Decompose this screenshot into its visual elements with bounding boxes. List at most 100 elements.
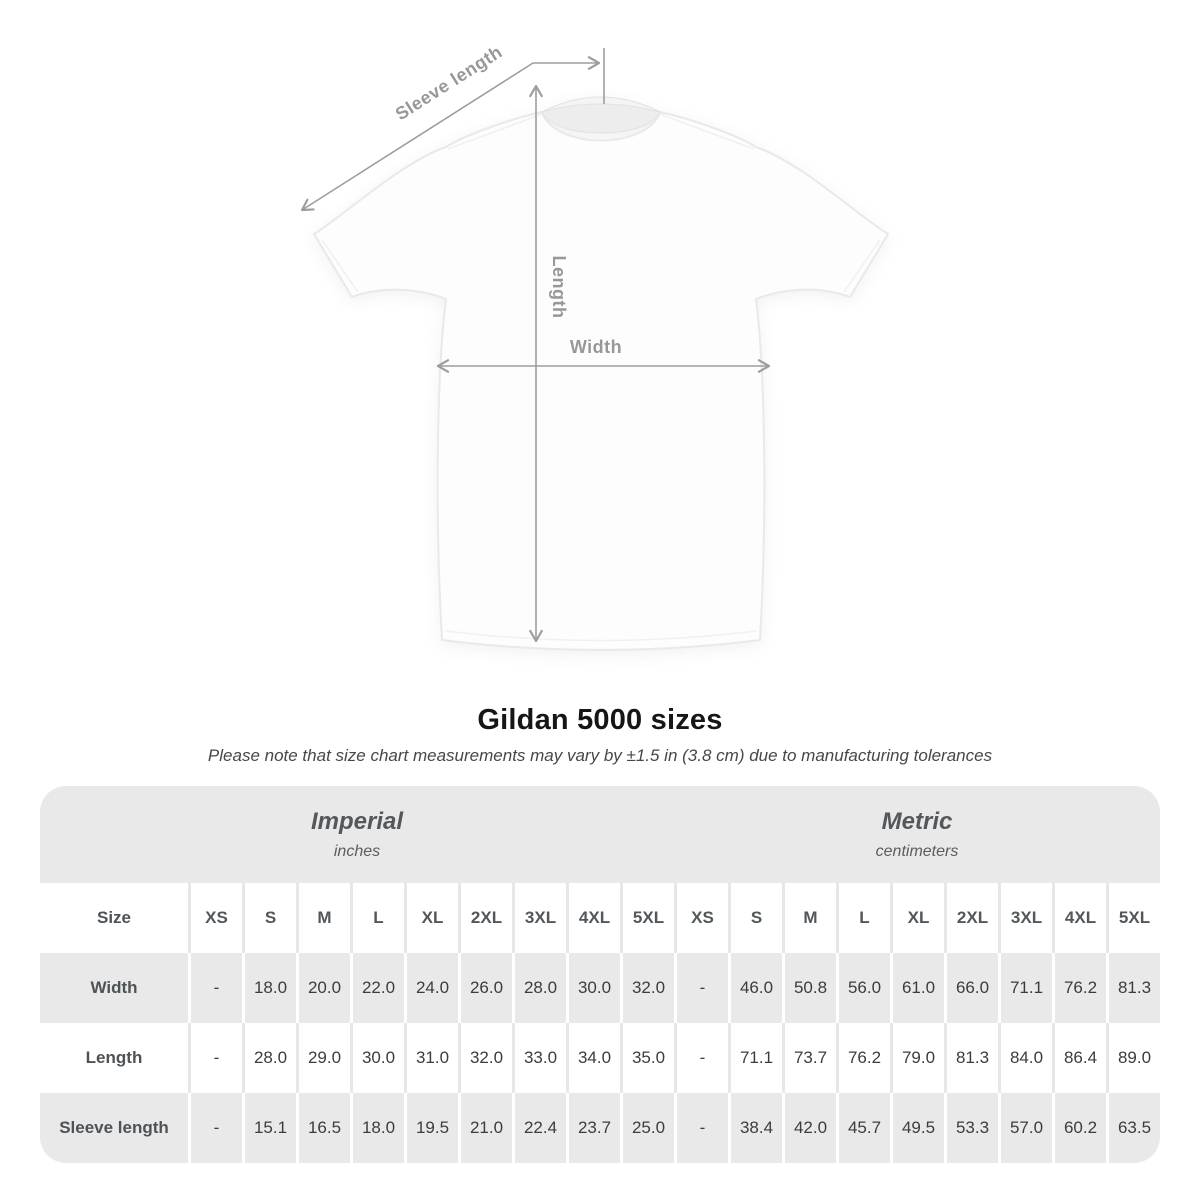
table-cell: 73.7 — [782, 1023, 836, 1093]
table-cell: 84.0 — [998, 1023, 1052, 1093]
table-cell: 26.0 — [458, 953, 512, 1023]
col-header: 5XL — [620, 883, 674, 953]
col-header: M — [296, 883, 350, 953]
table-cell: 16.5 — [296, 1093, 350, 1163]
table-cell: 57.0 — [998, 1093, 1052, 1163]
row-label: Sleeve length — [40, 1093, 188, 1163]
table-cell: 30.0 — [566, 953, 620, 1023]
group-metric-unit: centimeters — [875, 843, 959, 860]
table-cell: - — [674, 1093, 728, 1163]
table-cell: 50.8 — [782, 953, 836, 1023]
table-cell: 81.3 — [944, 1023, 998, 1093]
table-cell: 81.3 — [1106, 953, 1160, 1023]
table-cell: 89.0 — [1106, 1023, 1160, 1093]
table-cell: 18.0 — [242, 953, 296, 1023]
col-header: M — [782, 883, 836, 953]
width-label: Width — [570, 337, 622, 357]
table-header-row: Size XS S M L XL 2XL 3XL 4XL 5XL XS S M … — [40, 883, 1160, 953]
table-cell: 22.4 — [512, 1093, 566, 1163]
group-metric-title: Metric — [881, 808, 953, 835]
table-cell: 53.3 — [944, 1093, 998, 1163]
table-cell: 71.1 — [998, 953, 1052, 1023]
table-cell: 66.0 — [944, 953, 998, 1023]
table-cell: 22.0 — [350, 953, 404, 1023]
col-header: 4XL — [1052, 883, 1106, 953]
table-cell: 23.7 — [566, 1093, 620, 1163]
table-cell: 60.2 — [1052, 1093, 1106, 1163]
col-header: L — [836, 883, 890, 953]
table-row-width: Width - 18.0 20.0 22.0 24.0 26.0 28.0 30… — [40, 953, 1160, 1023]
table-cell: 49.5 — [890, 1093, 944, 1163]
group-imperial-unit: inches — [333, 843, 381, 860]
table-cell: - — [674, 953, 728, 1023]
table-cell: 34.0 — [566, 1023, 620, 1093]
table-cell: 28.0 — [512, 953, 566, 1023]
row-label: Length — [85, 1048, 143, 1067]
col-header: L — [350, 883, 404, 953]
table-cell: 76.2 — [1052, 953, 1106, 1023]
col-header: XS — [188, 883, 242, 953]
table-row-sleeve-length: Sleeve length - 15.1 16.5 18.0 19.5 21.0… — [40, 1093, 1160, 1163]
table-cell: 56.0 — [836, 953, 890, 1023]
table-cell: 30.0 — [350, 1023, 404, 1093]
col-header: XL — [890, 883, 944, 953]
table-cell: 18.0 — [350, 1093, 404, 1163]
table-cell: 19.5 — [404, 1093, 458, 1163]
col-header: 2XL — [944, 883, 998, 953]
col-header: 4XL — [566, 883, 620, 953]
table-cell: 38.4 — [728, 1093, 782, 1163]
table-cell: 63.5 — [1106, 1093, 1160, 1163]
length-label: Length — [549, 256, 569, 319]
table-cell: 71.1 — [728, 1023, 782, 1093]
table-cell: - — [188, 1093, 242, 1163]
table-cell: 46.0 — [728, 953, 782, 1023]
tshirt-measurement-diagram: Sleeve length Length Width — [300, 42, 889, 651]
page-title: Gildan 5000 sizes — [477, 704, 723, 736]
group-imperial: Imperial inches — [40, 808, 674, 861]
size-table: Imperial inches Metric centimeters Size … — [40, 786, 1160, 1163]
col-header: 3XL — [998, 883, 1052, 953]
table-cell: 21.0 — [458, 1093, 512, 1163]
sleeve-length-arrow — [300, 56, 601, 212]
table-row-length: Length - 28.0 29.0 30.0 31.0 32.0 33.0 3… — [40, 1023, 1160, 1093]
col-header: S — [242, 883, 296, 953]
sleeve-length-label: Sleeve length — [392, 42, 506, 125]
table-group-header: Imperial inches Metric centimeters — [40, 786, 1160, 883]
tshirt-body — [313, 111, 889, 651]
table-cell: 24.0 — [404, 953, 458, 1023]
table-cell: 28.0 — [242, 1023, 296, 1093]
row-label: Width — [40, 953, 188, 1023]
table-cell: 45.7 — [836, 1093, 890, 1163]
table-cell: - — [188, 953, 242, 1023]
group-imperial-title: Imperial — [310, 808, 404, 835]
table-cell: 15.1 — [242, 1093, 296, 1163]
col-header: 5XL — [1106, 883, 1160, 953]
col-header: 2XL — [458, 883, 512, 953]
table-cell: - — [188, 1023, 242, 1093]
table-cell: 86.4 — [1052, 1023, 1106, 1093]
group-metric: Metric centimeters — [674, 808, 1160, 861]
tshirt-illustration — [313, 96, 889, 651]
table-cell: 32.0 — [620, 953, 674, 1023]
tshirt-cuff-seams — [321, 239, 881, 293]
table-cell: 29.0 — [296, 1023, 350, 1093]
table-cell: - — [674, 1023, 728, 1093]
col-header: 3XL — [512, 883, 566, 953]
tshirt-hem-seam — [445, 630, 757, 642]
col-header: XL — [404, 883, 458, 953]
table-cell: 61.0 — [890, 953, 944, 1023]
col-header: S — [728, 883, 782, 953]
table-cell: 42.0 — [782, 1093, 836, 1163]
table-cell: 31.0 — [404, 1023, 458, 1093]
table-cell: 79.0 — [890, 1023, 944, 1093]
table-cell: 76.2 — [836, 1023, 890, 1093]
table-cell: 25.0 — [620, 1093, 674, 1163]
size-column-header: Size — [96, 908, 132, 927]
table-cell: 33.0 — [512, 1023, 566, 1093]
table-cell: 35.0 — [620, 1023, 674, 1093]
tolerance-note: Please note that size chart measurements… — [207, 746, 993, 765]
table-cell: 20.0 — [296, 953, 350, 1023]
col-header: XS — [674, 883, 728, 953]
table-cell: 32.0 — [458, 1023, 512, 1093]
